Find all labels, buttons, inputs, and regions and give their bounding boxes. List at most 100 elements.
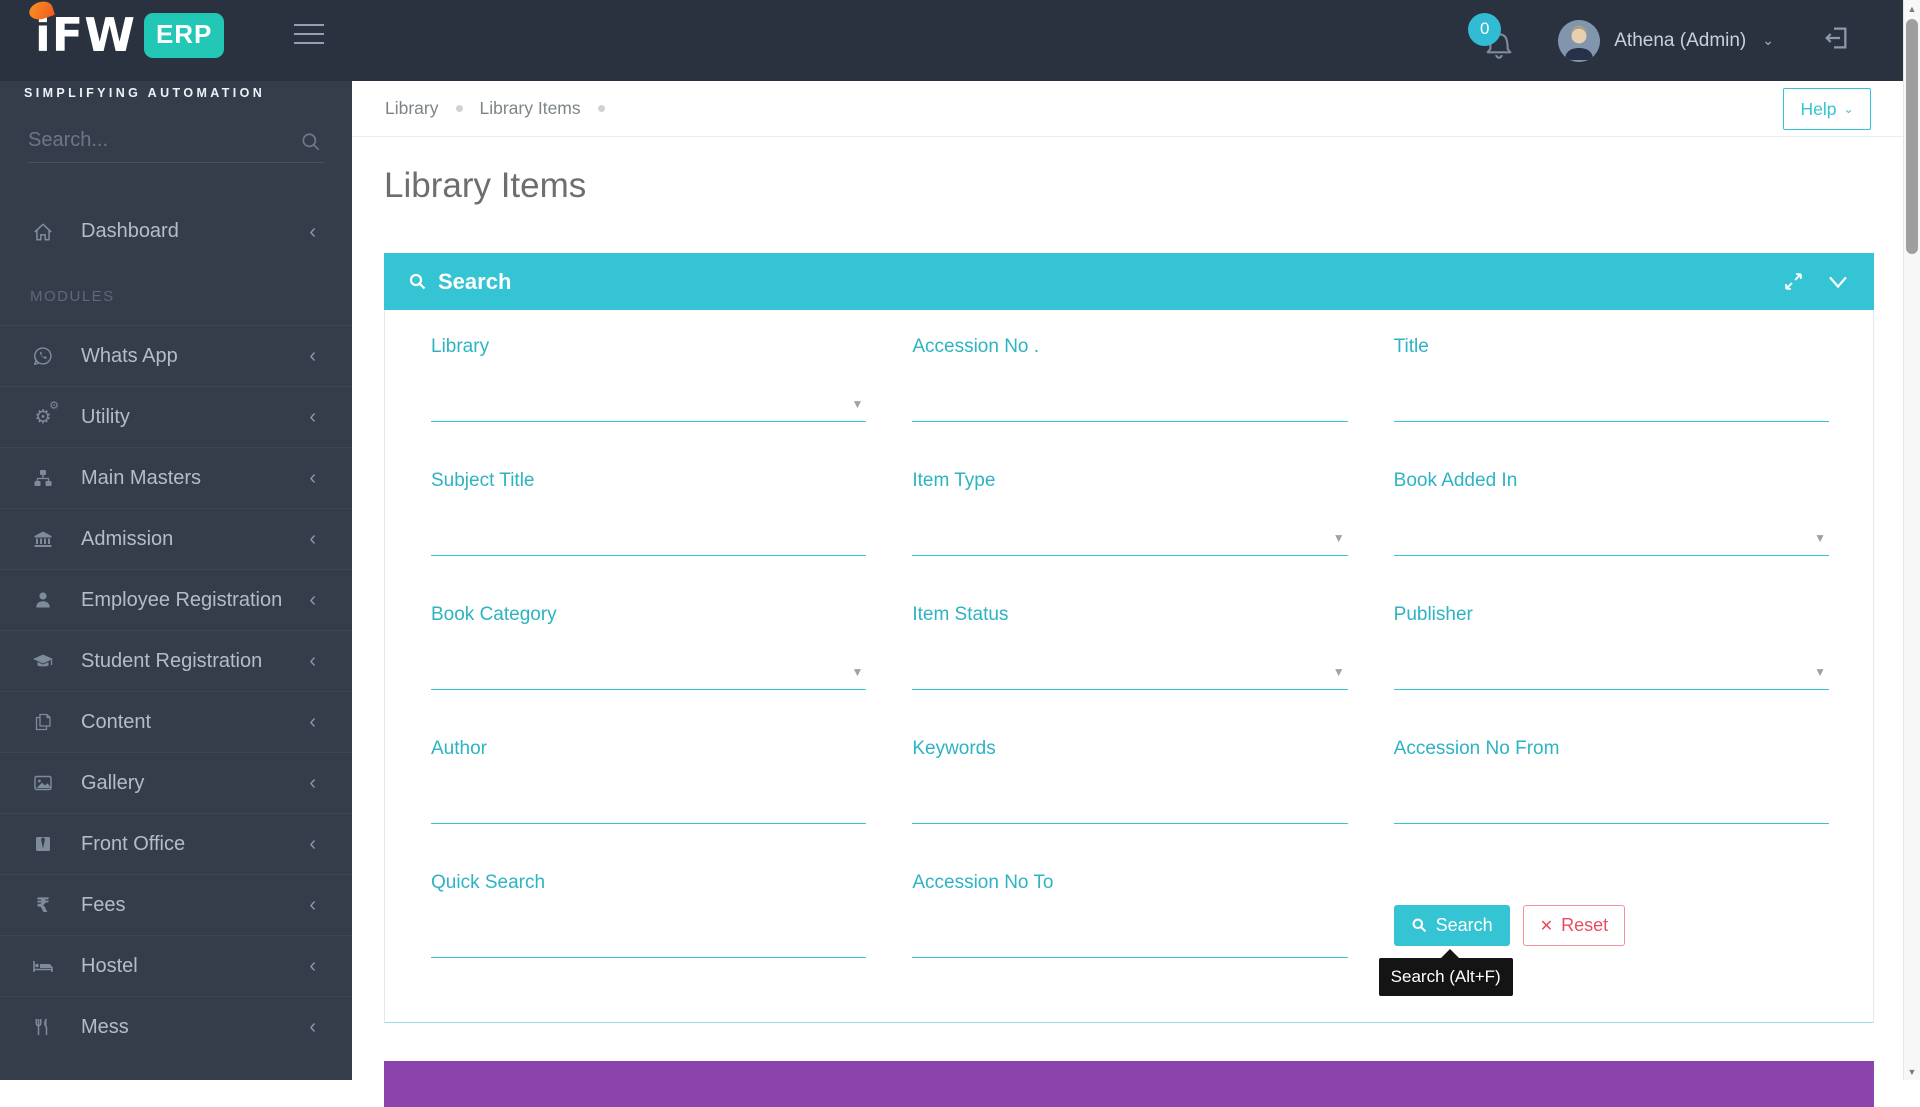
sidebar-item-content[interactable]: Content ‹ [0, 691, 352, 752]
field-subject-title: Subject Title [431, 470, 866, 604]
utensils-icon [30, 1016, 56, 1038]
field-title: Title [1394, 336, 1829, 470]
chevron-left-icon: ‹ [309, 834, 316, 854]
sidebar-item-label: Employee Registration [81, 589, 282, 612]
chevron-left-icon: ‹ [309, 468, 316, 488]
breadcrumb-separator [456, 105, 463, 112]
sidebar-item-label: Admission [81, 528, 173, 551]
collapse-chevron-icon[interactable] [1826, 274, 1850, 290]
search-actions: Search ✕ Reset Search (Alt+F) [1394, 872, 1829, 1006]
publisher-select[interactable]: ▼ [1394, 628, 1829, 690]
sidebar-toggle-hamburger-icon[interactable] [294, 24, 324, 51]
chevron-left-icon: ‹ [309, 529, 316, 549]
user-name: Athena (Admin) [1614, 30, 1746, 52]
graduation-cap-icon [30, 650, 56, 672]
field-accession-no-from: Accession No From [1394, 738, 1829, 872]
sidebar-item-employee-registration[interactable]: Employee Registration ‹ [0, 569, 352, 630]
image-icon [30, 772, 56, 794]
notifications-bell[interactable]: 0 [1476, 17, 1520, 65]
sidebar-item-fees[interactable]: ₹ Fees ‹ [0, 874, 352, 935]
field-item-type: Item Type ▼ [912, 470, 1347, 604]
expand-icon[interactable] [1783, 271, 1804, 292]
quick-search-input[interactable] [431, 932, 866, 953]
field-author: Author [431, 738, 866, 872]
chevron-left-icon: ‹ [309, 956, 316, 976]
x-icon: ✕ [1540, 916, 1553, 936]
sidebar-item-gallery[interactable]: Gallery ‹ [0, 752, 352, 813]
sidebar-item-main-masters[interactable]: Main Masters ‹ [0, 447, 352, 508]
search-button[interactable]: Search [1394, 905, 1510, 946]
help-button[interactable]: Help ⌄ [1783, 88, 1871, 130]
logo-erp-badge: ERP [144, 13, 224, 58]
field-book-added-in: Book Added In ▼ [1394, 470, 1829, 604]
field-publisher: Publisher ▼ [1394, 604, 1829, 738]
sidebar-item-label: Main Masters [81, 467, 201, 490]
select-caret-icon: ▼ [851, 397, 863, 411]
sidebar-item-dashboard[interactable]: Dashboard ‹ [0, 201, 352, 262]
gears-icon: ⚙⚙ [30, 406, 56, 428]
breadcrumb-library[interactable]: Library [385, 98, 439, 119]
logout-button[interactable] [1822, 24, 1850, 57]
keywords-input[interactable] [912, 798, 1347, 819]
field-accession-no: Accession No . [912, 336, 1347, 470]
author-input[interactable] [431, 798, 866, 819]
app-logo[interactable]: iFW ERP [35, 8, 224, 62]
sidebar-item-mess[interactable]: Mess ‹ [0, 996, 352, 1057]
sidebar-item-label: Content [81, 711, 151, 734]
field-keywords: Keywords [912, 738, 1347, 872]
brand-tagline: SIMPLIFYING AUTOMATION [24, 86, 265, 100]
select-caret-icon: ▼ [1333, 531, 1345, 545]
sidebar-search-input[interactable] [28, 129, 324, 152]
accession-no-to-input[interactable] [912, 932, 1347, 953]
reset-button[interactable]: ✕ Reset [1523, 905, 1625, 946]
chevron-left-icon: ‹ [309, 895, 316, 915]
bank-icon [30, 528, 56, 550]
field-quick-search: Quick Search [431, 872, 866, 1006]
scroll-up-arrow[interactable]: ▲ [1904, 0, 1920, 17]
chevron-left-icon: ‹ [309, 407, 316, 427]
user-menu[interactable]: Athena (Admin) ⌄ [1558, 20, 1774, 62]
accession-no-from-input[interactable] [1394, 798, 1829, 819]
sidebar-item-front-office[interactable]: Front Office ‹ [0, 813, 352, 874]
scroll-down-arrow[interactable]: ▼ [1904, 1063, 1920, 1080]
chevron-left-icon: ‹ [309, 651, 316, 671]
item-status-select[interactable]: ▼ [912, 628, 1347, 690]
sidebar-item-hostel[interactable]: Hostel ‹ [0, 935, 352, 996]
search-icon [300, 131, 322, 158]
avatar [1558, 20, 1600, 62]
search-panel-body: Library ▼ Accession No . Title Subject T… [384, 310, 1874, 1023]
select-caret-icon: ▼ [1814, 665, 1826, 679]
subject-title-input[interactable] [431, 530, 866, 551]
accession-no-input[interactable] [912, 396, 1347, 417]
select-caret-icon: ▼ [1333, 665, 1345, 679]
sidebar-item-utility[interactable]: ⚙⚙ Utility ‹ [0, 386, 352, 447]
sidebar-item-admission[interactable]: Admission ‹ [0, 508, 352, 569]
sidebar-item-label: Whats App [81, 345, 178, 368]
library-select[interactable]: ▼ [431, 360, 866, 422]
item-type-select[interactable]: ▼ [912, 494, 1347, 556]
sidebar-item-student-registration[interactable]: Student Registration ‹ [0, 630, 352, 691]
scrollbar-thumb[interactable] [1906, 19, 1918, 254]
sidebar: Dashboard ‹ MODULES Whats App ‹ ⚙⚙ Utili… [0, 81, 352, 1080]
page-scrollbar[interactable]: ▲ ▼ [1903, 0, 1920, 1080]
field-accession-no-to: Accession No To [912, 872, 1347, 1006]
search-icon [1411, 917, 1428, 934]
rupee-icon: ₹ [30, 894, 56, 916]
book-added-in-select[interactable]: ▼ [1394, 494, 1829, 556]
home-icon [30, 221, 56, 243]
search-panel: Search Library ▼ Accession No . [384, 253, 1874, 1023]
search-icon [408, 272, 428, 292]
chevron-left-icon: ‹ [309, 346, 316, 366]
breadcrumb-library-items[interactable]: Library Items [480, 98, 581, 119]
sidebar-item-label: Front Office [81, 833, 185, 856]
chevron-left-icon: ‹ [309, 590, 316, 610]
sidebar-item-whats-app[interactable]: Whats App ‹ [0, 325, 352, 386]
user-icon [30, 589, 56, 611]
tie-badge-icon [30, 833, 56, 855]
breadcrumb: Library Library Items Help ⌄ [352, 81, 1903, 137]
title-input[interactable] [1394, 396, 1829, 417]
pages-icon [30, 711, 56, 733]
book-category-select[interactable]: ▼ [431, 628, 866, 690]
bed-icon [30, 955, 56, 977]
chevron-left-icon: ‹ [309, 222, 316, 242]
